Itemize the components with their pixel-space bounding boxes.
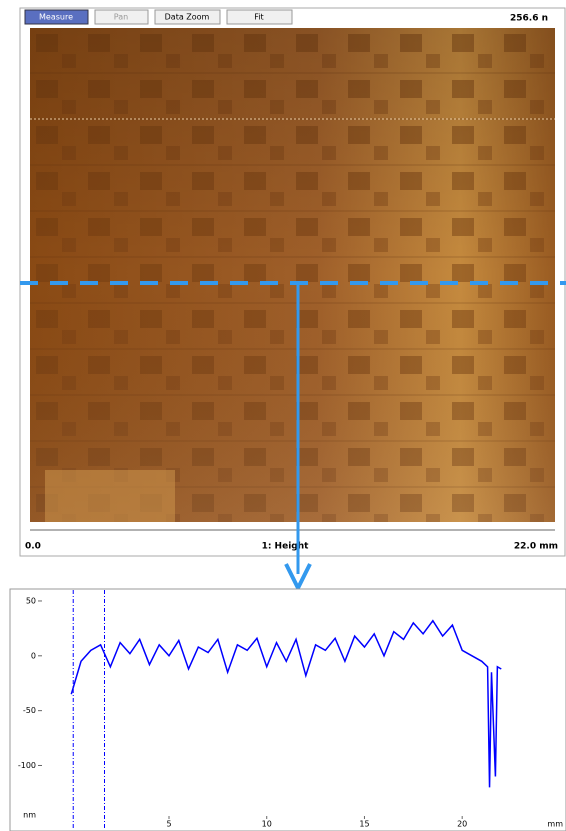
page: Measure Pan Data Zoom Fit 256.6 n 0.0 1:… (0, 0, 566, 831)
data-zoom-button-label[interactable]: Data Zoom (165, 13, 210, 22)
y-tick-label: 50 (26, 596, 36, 605)
x-tick-label: 10 (262, 820, 272, 829)
fit-button-label[interactable]: Fit (254, 13, 263, 22)
x-tick-label: 5 (166, 820, 171, 829)
bright-corner (45, 470, 175, 522)
plot-frame (10, 589, 566, 831)
y-tick-label: 0 (31, 651, 36, 660)
y-axis-label: nm (23, 811, 36, 820)
scale-label: 256.6 n (510, 14, 548, 24)
y-tick-label: -50 (23, 706, 36, 715)
x-tick-label: 15 (359, 820, 369, 829)
y-tick-label: -100 (18, 761, 36, 770)
x-end-label: 22.0 mm (514, 542, 558, 552)
x-start-label: 0.0 (25, 542, 41, 552)
x-tick-label: 20 (457, 820, 467, 829)
afm-shade (30, 28, 555, 522)
measure-button-label[interactable]: Measure (39, 13, 73, 22)
x-axis-label: mm (547, 820, 563, 829)
channel-label: 1: Height (262, 542, 310, 552)
pan-button-label[interactable]: Pan (114, 13, 128, 22)
